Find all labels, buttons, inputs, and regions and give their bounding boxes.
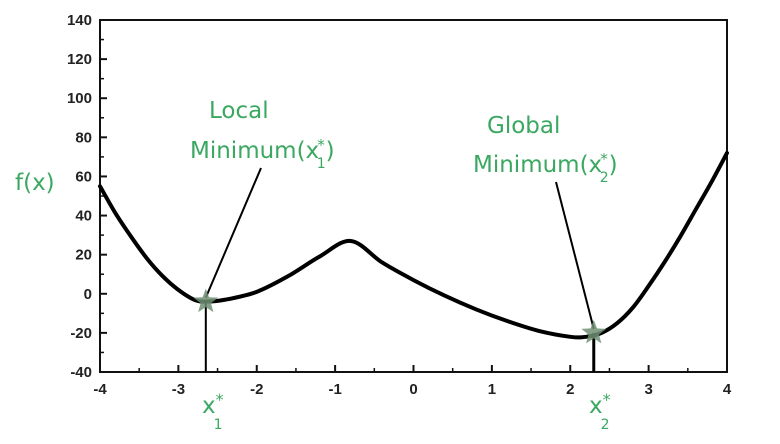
annotation-pointer (204, 167, 262, 298)
x2-symbol: x (589, 393, 603, 419)
y-tick-label: 0 (84, 286, 92, 303)
minimum-star-marker (193, 288, 219, 313)
annotation-global-text: Minimum(x (473, 152, 602, 178)
x-axis-ticks: -4 -3 -2 -1 0 1 2 3 4 (93, 365, 732, 398)
x1-subscript: 1 (214, 417, 223, 433)
annotation-pointer (555, 181, 595, 330)
y-tick-label: 60 (75, 168, 92, 185)
x1-star-label: x* 1 (202, 390, 224, 433)
x1-star-glyph: * (216, 390, 224, 409)
x1-star-text: x* 1 (202, 390, 224, 433)
x2-star-label: x* 2 (589, 390, 611, 433)
annotation-global-minimum: Global Minimum(x* 2) (473, 113, 618, 186)
x-tick-label: 3 (644, 381, 652, 398)
annotation-pointers (204, 167, 595, 330)
annotation-global-line2: Minimum(x* 2) (473, 150, 618, 186)
annotation-local-suffix: ) (326, 138, 335, 164)
annotation-local-minimum: Local Minimum(x* 1) (190, 98, 335, 172)
y-axis-label: f(x) (15, 170, 55, 196)
minimum-stars (193, 288, 607, 344)
plot-frame (99, 19, 728, 373)
function-curve (98, 150, 729, 340)
minimum-drop-lines (204, 301, 596, 372)
y-tick-label: 40 (75, 208, 92, 225)
y-tick-label: 80 (75, 129, 92, 146)
x-tick-label: 4 (723, 381, 732, 398)
x-tick-label: 0 (409, 381, 417, 398)
annotation-global-suffix: ) (609, 152, 618, 178)
x-tick-label: -3 (172, 381, 185, 398)
x-tick-label: -4 (93, 381, 107, 398)
annotation-local-line2: Minimum(x* 1) (190, 136, 335, 172)
x-tick-label: 2 (566, 381, 574, 398)
x-tick-label: -2 (250, 381, 263, 398)
annotation-local-subscript: 1 (317, 156, 326, 172)
annotation-local-line1: Local (209, 98, 269, 124)
y-tick-label: 100 (67, 90, 92, 107)
minimum-star-marker (581, 319, 607, 344)
annotation-global-subscript: 2 (600, 170, 609, 186)
annotation-local-star: * (317, 136, 325, 154)
y-tick-label: 20 (75, 247, 92, 264)
annotation-local-text: Minimum(x (190, 138, 319, 164)
y-tick-label: 120 (67, 51, 92, 68)
x2-star-glyph: * (603, 390, 611, 409)
y-tick-label: -20 (70, 325, 92, 342)
x2-subscript: 2 (601, 417, 610, 433)
annotation-global-star: * (600, 150, 608, 168)
x1-symbol: x (202, 393, 216, 419)
x-tick-label: -1 (328, 381, 341, 398)
x2-star-text: x* 2 (589, 390, 611, 433)
annotation-global-line1: Global (487, 113, 560, 139)
y-tick-label: 140 (67, 12, 92, 29)
y-tick-label: -40 (70, 364, 92, 381)
x-tick-label: 1 (488, 381, 496, 398)
y-axis-ticks: 140 120 100 80 60 40 20 0 -20 -40 (67, 12, 107, 381)
